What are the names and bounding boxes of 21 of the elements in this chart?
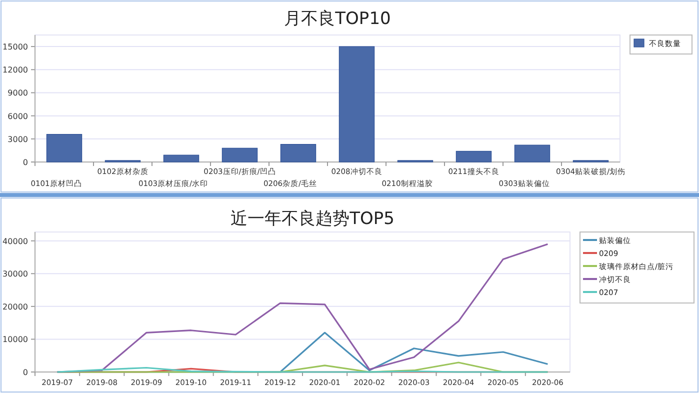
y-tick-label: 10000 xyxy=(2,335,28,344)
bar xyxy=(280,144,316,162)
y-tick-label: 0 xyxy=(22,158,28,167)
bar xyxy=(514,144,550,162)
y-tick-label: 20000 xyxy=(2,302,28,312)
chart-title: 近一年不良趋势TOP5 xyxy=(230,209,394,229)
bar xyxy=(338,46,375,162)
y-tick-label: 30000 xyxy=(2,270,28,279)
bar xyxy=(456,150,492,162)
line-series xyxy=(56,243,549,373)
bar xyxy=(46,134,82,162)
chart-title: 月不良TOP10 xyxy=(284,9,391,29)
y-tick-label: 15000 xyxy=(2,42,28,52)
y-tick-label: 6000 xyxy=(8,112,28,121)
bar xyxy=(163,154,200,162)
y-tick-label: 40000 xyxy=(2,236,28,246)
y-tick-label: 0 xyxy=(22,368,28,377)
y-tick-label: 12000 xyxy=(2,66,28,75)
y-tick-label: 9000 xyxy=(8,88,28,98)
bar xyxy=(222,148,258,162)
y-tick-label: 3000 xyxy=(8,134,28,144)
